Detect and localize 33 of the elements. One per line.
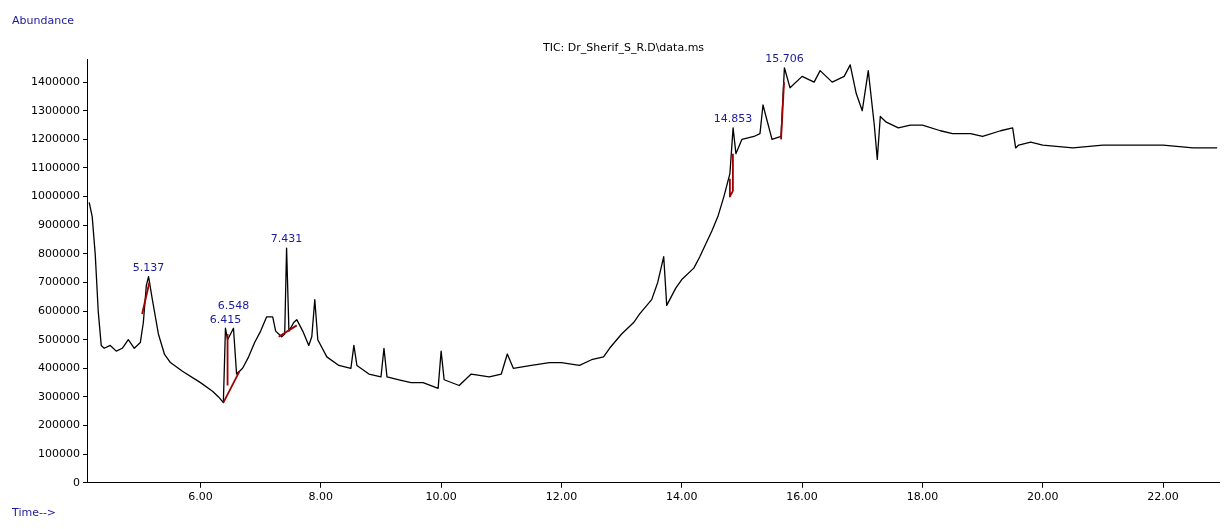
annotation: 6.415: [209, 312, 242, 326]
x-tick-label: 18.00: [906, 490, 939, 504]
y-tick-label: 1100000: [30, 160, 80, 174]
x-tick-label: 10.00: [425, 490, 457, 504]
annotation: 15.706: [765, 52, 804, 66]
y-tick-label: 1200000: [30, 132, 80, 146]
y-tick-label: 200000: [37, 418, 80, 432]
x-axis-title: Time-->: [11, 506, 57, 520]
x-tick-label: 12.00: [545, 490, 578, 504]
annotation: 5.137: [132, 261, 165, 275]
chart-title: TIC: Dr_Sherif_S_R.D\data.ms: [541, 41, 705, 55]
y-tick-label: 300000: [37, 389, 80, 403]
y-tick-label: 900000: [37, 218, 80, 232]
x-tick-label: 8.00: [308, 490, 334, 504]
x-tick-label: 16.00: [786, 490, 818, 504]
x-tick-label: 22.00: [1147, 490, 1179, 504]
y-tick-label: 1400000: [30, 74, 80, 88]
x-tick-label: 6.00: [188, 490, 213, 504]
y-tick-label: 600000: [37, 303, 80, 317]
x-tick-label: 20.00: [1026, 490, 1059, 504]
y-tick-label: 1300000: [30, 103, 80, 117]
annotation: 14.853: [713, 112, 753, 126]
annotation: 6.548: [217, 298, 250, 312]
y-tick-label: 700000: [37, 275, 80, 289]
y-tick-label: 100000: [37, 447, 80, 461]
x-tick-label: 14.00: [666, 490, 698, 504]
y-tick-label: 1000000: [30, 189, 80, 203]
y-axis-title: Abundance: [12, 14, 75, 28]
y-tick-label: 500000: [37, 332, 80, 346]
y-tick-label: 800000: [37, 246, 80, 260]
y-tick-label: 0: [72, 475, 80, 489]
annotation: 7.431: [270, 232, 303, 246]
y-tick-label: 400000: [37, 361, 80, 375]
